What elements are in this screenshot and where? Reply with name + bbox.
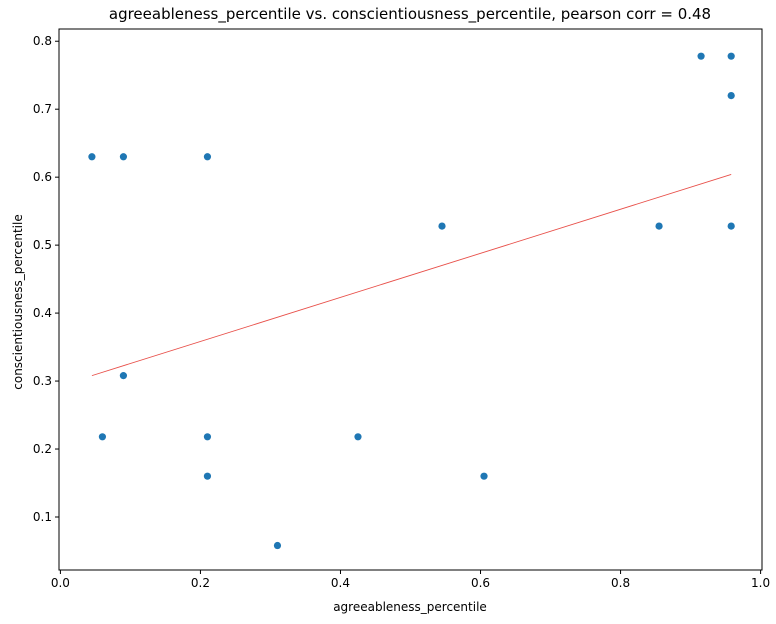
plot-area bbox=[88, 52, 735, 550]
data-point bbox=[203, 472, 212, 480]
x-tick-label: 0.6 bbox=[471, 576, 490, 590]
y-axis-label: conscientiousness_percentile bbox=[11, 214, 25, 389]
data-point bbox=[98, 433, 107, 441]
y-tick-label: 0.5 bbox=[33, 238, 52, 252]
x-axis-label: agreeableness_percentile bbox=[333, 600, 487, 614]
x-tick-label: 0.4 bbox=[331, 576, 350, 590]
plot-frame bbox=[58, 28, 763, 571]
data-point bbox=[119, 372, 128, 380]
x-tick-label: 0.2 bbox=[191, 576, 210, 590]
y-tick-label: 0.8 bbox=[33, 34, 52, 48]
trend-line bbox=[91, 174, 732, 377]
data-point bbox=[203, 153, 212, 161]
y-axis: 0.1 0.2 0.3 0.4 0.5 0.6 0.7 0.8 bbox=[33, 34, 59, 524]
data-point bbox=[727, 92, 735, 100]
y-tick-label: 0.4 bbox=[33, 306, 52, 320]
y-tick-label: 0.1 bbox=[33, 510, 52, 524]
y-tick-label: 0.7 bbox=[33, 102, 52, 116]
x-axis: 0.0 0.2 0.4 0.6 0.8 1.0 bbox=[51, 570, 770, 590]
data-point bbox=[655, 222, 663, 230]
y-tick-label: 0.6 bbox=[33, 170, 52, 184]
data-point bbox=[273, 541, 282, 550]
x-tick-label: 1.0 bbox=[751, 576, 770, 590]
x-tick-label: 0.0 bbox=[51, 576, 70, 590]
y-tick-label: 0.3 bbox=[33, 374, 52, 388]
data-point bbox=[119, 153, 128, 161]
x-tick-label: 0.8 bbox=[611, 576, 630, 590]
data-point bbox=[203, 433, 212, 441]
data-point bbox=[697, 52, 705, 60]
data-point bbox=[727, 222, 735, 230]
y-tick-label: 0.2 bbox=[33, 442, 52, 456]
data-point bbox=[88, 153, 96, 161]
data-point bbox=[480, 472, 488, 480]
data-point bbox=[727, 52, 735, 60]
chart-title: agreeableness_percentile vs. conscientio… bbox=[109, 5, 711, 24]
data-point bbox=[438, 222, 446, 230]
data-point bbox=[354, 433, 362, 441]
